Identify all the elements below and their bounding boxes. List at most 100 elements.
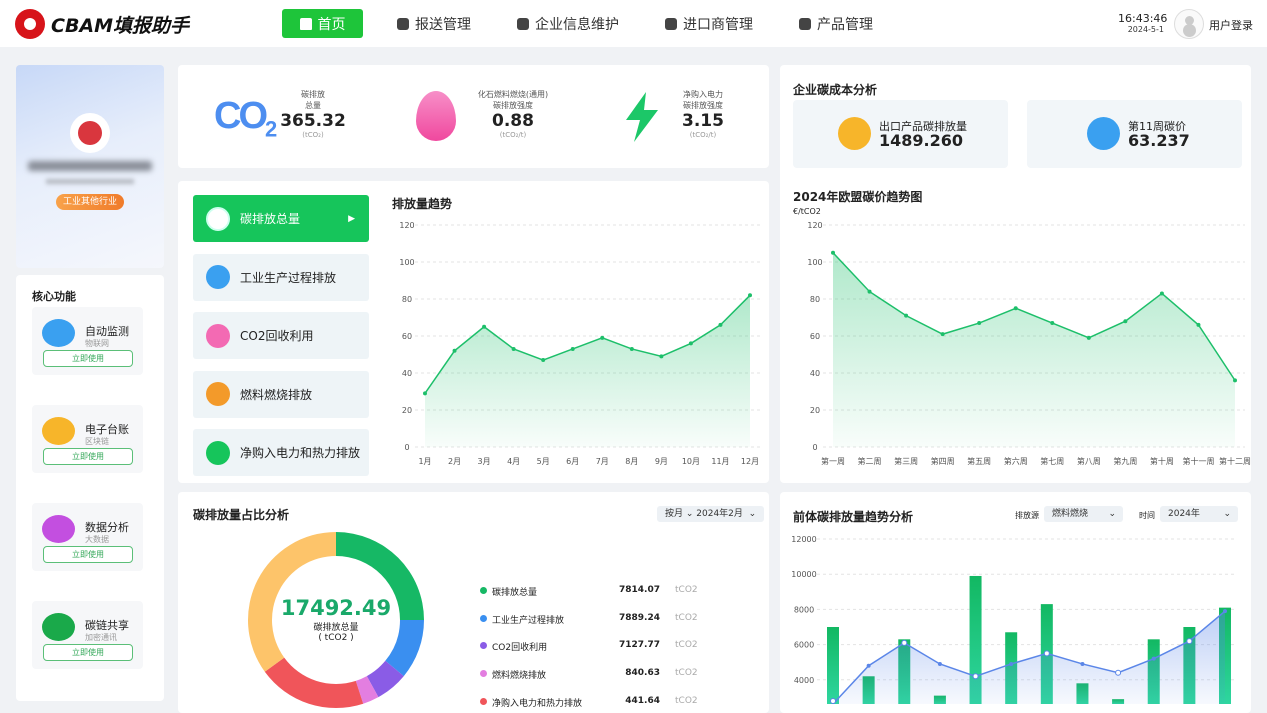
stat-label: 净购入电力 — [683, 90, 723, 99]
x-tick-label: 第八周 — [1077, 456, 1101, 466]
y-tick-label: 100 — [399, 258, 414, 267]
feature-sub: 大数据 — [85, 535, 109, 544]
data-point — [570, 346, 575, 351]
flame-icon — [416, 91, 456, 141]
legend-unit: tCO2 — [675, 612, 698, 623]
donut-segment — [264, 657, 364, 708]
price-chart-title: 2024年欧盟碳价趋势图 — [793, 190, 923, 204]
y-tick-label: 0 — [812, 443, 817, 452]
industry-badge: 工业其他行业 — [56, 194, 124, 210]
use-now-button[interactable]: 立即使用 — [43, 350, 133, 367]
data-point — [1159, 291, 1164, 296]
stat-unit: (tCO₂) — [302, 131, 324, 139]
nav-label: 进口商管理 — [683, 16, 753, 33]
menu-item[interactable]: CO2回收利用 — [193, 312, 369, 359]
home-icon — [299, 17, 312, 30]
series-line — [424, 294, 751, 394]
use-now-button[interactable]: 立即使用 — [43, 448, 133, 465]
stat-value: 0.88 — [492, 111, 534, 131]
legend-unit: tCO2 — [675, 640, 698, 651]
x-tick-label: 6月 — [566, 457, 579, 466]
legend-item: 燃料燃烧排放 840.63 tCO2 — [480, 668, 700, 682]
donut-total-label: 碳排放总量 — [313, 623, 359, 633]
nav-2[interactable]: 企业信息维护 — [505, 9, 631, 38]
menu-item[interactable]: 工业生产过程排放 — [193, 253, 369, 301]
legend-name: 净购入电力和热力排放 — [492, 698, 583, 709]
current-time: 16:43:46 — [1118, 12, 1168, 25]
legend-dot — [480, 642, 487, 650]
donut-total: 17492.49 — [280, 596, 392, 620]
data-point — [511, 346, 516, 351]
app-logo[interactable]: CBAM填报助手 — [15, 9, 189, 39]
grid-icon — [665, 17, 677, 30]
time-select[interactable]: 2024年 ⌄ — [1160, 506, 1238, 522]
data-point — [629, 346, 634, 351]
data-point — [1086, 335, 1091, 340]
chart-icon — [517, 17, 529, 30]
feature-name: 碳链共享 — [85, 619, 129, 632]
y-tick-label: 120 — [399, 221, 414, 230]
data-point — [423, 391, 427, 396]
donut-total-unit: ( tCO2 ) — [318, 633, 354, 643]
avatar[interactable] — [1174, 9, 1204, 39]
co2-icon: CO2 — [214, 95, 277, 142]
stat-unit: (tCO₂/t) — [499, 131, 527, 139]
y-tick-label: 20 — [810, 406, 820, 415]
stat-value: 365.32 — [280, 111, 346, 131]
menu-item[interactable]: 燃料燃烧排放 — [193, 370, 369, 418]
legend-value: 7127.77 — [619, 640, 660, 651]
x-tick-label: 第十周 — [1150, 456, 1174, 466]
data-point — [937, 661, 942, 666]
menu-label: CO2回收利用 — [240, 329, 314, 343]
menu-item[interactable]: 净购入电力和热力排放 — [193, 429, 369, 476]
feature-icon — [42, 515, 75, 543]
feature-icon — [42, 613, 75, 641]
use-now-button[interactable]: 立即使用 — [43, 546, 133, 563]
lightning-icon — [626, 92, 658, 142]
donut-segment — [336, 532, 424, 620]
x-tick-label: 第五周 — [967, 456, 991, 466]
data-point — [901, 639, 908, 646]
donut-segment — [355, 676, 379, 704]
price-y-unit: €/tCO2 — [793, 207, 821, 216]
company-code-blurred — [46, 179, 134, 184]
data-point — [831, 250, 835, 255]
legend-item: 净购入电力和热力排放 441.64 tCO2 — [480, 696, 700, 710]
trend-chart: 0 20 40 60 80 100 120 1月 2月 3月 4月 5月 6月 7月 8月 9月 10月 11月 1… — [399, 221, 760, 466]
menu-item[interactable]: 碳排放总量 ▶ — [193, 195, 369, 242]
nav-3[interactable]: 进口商管理 — [653, 9, 765, 38]
feature-sub: 物联网 — [85, 339, 109, 348]
source-select[interactable]: 燃料燃烧 ⌄ — [1044, 506, 1123, 522]
x-tick-label: 第六周 — [1004, 456, 1028, 466]
data-point — [867, 289, 872, 294]
company-name-blurred — [28, 161, 152, 171]
line-area — [833, 611, 1225, 704]
nav-1[interactable]: 报送管理 — [385, 9, 483, 38]
carbon-cost-card: 企业碳成本分析 出口产品碳排放量 1489.260 第11周碳价 63.237 202… — [780, 65, 1251, 483]
chart-icon — [397, 17, 409, 30]
nav-0[interactable]: 首页 — [282, 9, 363, 38]
nav-4[interactable]: 产品管理 — [787, 9, 885, 38]
donut-chart — [248, 532, 424, 708]
period-select[interactable]: 按月 ⌄ 2024年2月 ⌄ — [657, 506, 765, 522]
use-now-button[interactable]: 立即使用 — [43, 644, 133, 661]
emission-trend-card: 碳排放总量 ▶ 工业生产过程排放 CO2回收利用 燃料燃烧排放 净购入电力和热力排放 排放… — [178, 181, 769, 483]
donut-segment — [366, 660, 404, 698]
x-tick-label: 11月 — [711, 457, 729, 466]
data-point — [1233, 378, 1237, 383]
x-tick-label: 第四周 — [931, 456, 955, 466]
stat-value: 3.15 — [682, 111, 724, 131]
menu-icon — [206, 206, 230, 231]
company-logo — [70, 113, 110, 153]
y-tick-label: 120 — [807, 221, 822, 230]
y-tick-label: 40 — [810, 369, 820, 378]
data-point — [452, 348, 457, 353]
legend-value: 7814.07 — [619, 585, 660, 595]
feature-card: 电子台账 区块链 立即使用 — [32, 405, 143, 473]
login-link[interactable]: 用户登录 — [1209, 19, 1253, 32]
series-line — [832, 252, 1236, 381]
x-tick-label: 第九周 — [1113, 456, 1137, 466]
company-profile-card: 工业其他行业 — [16, 65, 164, 268]
play-arrow-icon: ▶ — [348, 213, 355, 224]
nav-label: 首页 — [317, 16, 346, 33]
